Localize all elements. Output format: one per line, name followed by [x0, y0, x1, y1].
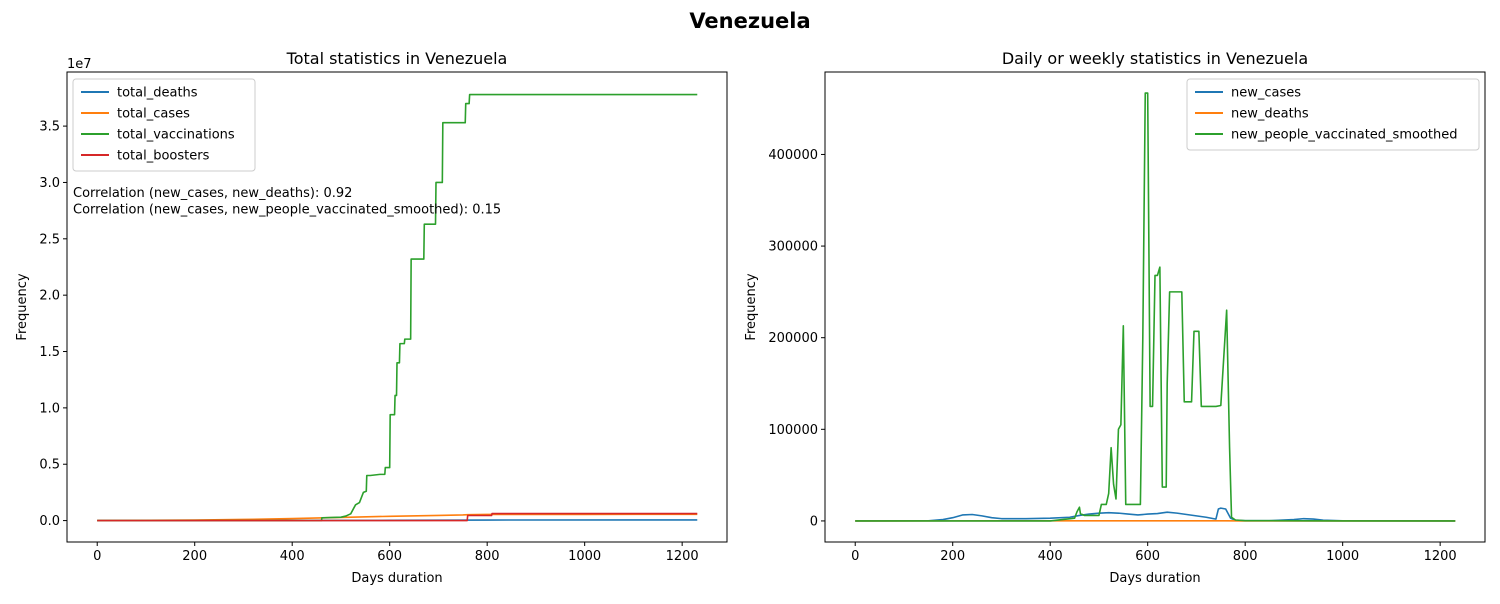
legend: new_cases new_deaths new_people_vaccinated…: [1187, 79, 1479, 150]
chart-title: Daily or weekly statistics in Venezuela: [1002, 49, 1308, 68]
y-axis-label: Frequency: [15, 273, 30, 340]
x-tick-label: 200: [940, 549, 965, 564]
y-tick-label: 3.0: [39, 176, 60, 191]
x-tick-label: 600: [377, 549, 402, 564]
y-tick-label: 300000: [768, 240, 818, 255]
x-tick-label: 800: [1233, 549, 1258, 564]
x-tick-label: 400: [1038, 549, 1063, 564]
legend-label: total_cases: [117, 107, 190, 122]
x-tick-label: 800: [475, 549, 500, 564]
legend-label: total_vaccinations: [117, 128, 235, 143]
y-tick-label: 0.0: [39, 514, 60, 529]
y-tick-label: 200000: [768, 331, 818, 346]
y-tick-label: 2.0: [39, 289, 60, 304]
left-subplot: Total statistics in Venezuela 0 200 400 600 8…: [15, 49, 727, 586]
y-tick-label: 3.5: [39, 120, 60, 135]
x-axis-label: Days duration: [1109, 571, 1200, 586]
x-tick-label: 0: [93, 549, 101, 564]
correlation-annotation: Correlation (new_cases, new_deaths): 0.9…: [73, 186, 352, 201]
x-axis-label: Days duration: [351, 571, 442, 586]
legend-label: total_boosters: [117, 149, 210, 164]
x-tick-label: 1000: [568, 549, 601, 564]
chart-title: Total statistics in Venezuela: [286, 49, 508, 68]
x-tick-label: 600: [1135, 549, 1160, 564]
x-tick-label: 200: [182, 549, 207, 564]
right-subplot: Daily or weekly statistics in Venezuela 0…: [744, 49, 1485, 586]
x-tick-label: 0: [851, 549, 859, 564]
legend-label: new_people_vaccinated_smoothed: [1231, 128, 1457, 143]
y-tick-label: 400000: [768, 148, 818, 163]
legend: total_deaths total_cases total_vaccination…: [73, 79, 255, 171]
series-line-new-people-vaccinated-smoothed: [855, 93, 1455, 521]
y-tick-label: 1.0: [39, 401, 60, 416]
y-offset-text: 1e7: [67, 57, 92, 72]
legend-label: new_cases: [1231, 86, 1301, 101]
series-line-new-cases: [855, 508, 1455, 521]
x-tick-label: 1200: [1424, 549, 1457, 564]
legend-label: total_deaths: [117, 86, 198, 101]
x-tick-label: 400: [280, 549, 305, 564]
y-axis-label: Frequency: [744, 273, 759, 340]
y-tick-label: 2.5: [39, 232, 60, 247]
x-tick-label: 1200: [666, 549, 699, 564]
figure-suptitle: Venezuela: [689, 9, 810, 33]
y-tick-label: 0: [810, 514, 818, 529]
y-tick-label: 1.5: [39, 345, 60, 360]
y-tick-label: 0.5: [39, 458, 60, 473]
correlation-annotation: Correlation (new_cases, new_people_vacci…: [73, 203, 501, 218]
y-tick-label: 100000: [768, 423, 818, 438]
x-tick-label: 1000: [1326, 549, 1359, 564]
legend-label: new_deaths: [1231, 107, 1309, 122]
